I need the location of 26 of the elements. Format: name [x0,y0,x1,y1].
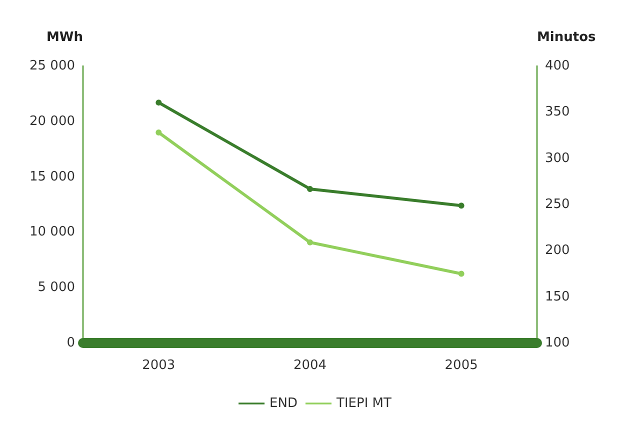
y2-tick-label: 100 [545,336,570,350]
x-tick-label: 2003 [142,358,176,373]
legend-label: END [270,396,298,411]
y2-tick-label: 350 [545,104,570,120]
y-tick-label: 5 000 [38,280,75,296]
point [307,186,313,192]
x-tick-label: 2005 [444,358,478,373]
point [458,270,464,277]
point [156,100,162,106]
y2-tick-label: 250 [545,197,570,212]
y2-tick-label: 150 [545,289,570,304]
legend-label: TIEPI MT [336,396,392,411]
x-tick-label: 2004 [293,358,327,373]
point [307,239,313,246]
y-tick-label: 0 [66,336,75,350]
y-axis-title: MWh [46,30,83,45]
y2-tick-label: 200 [545,243,570,258]
point [156,129,162,136]
y-tick-label: 10 000 [30,224,75,240]
y-tick-label: 20 000 [30,114,75,129]
y-tick-label: 25 000 [30,58,75,74]
y2-tick-label: 300 [545,150,570,166]
y2-axis-title: Minutos [537,30,596,45]
point [458,202,464,209]
y2-tick-label: 400 [545,58,570,74]
y-tick-label: 15 000 [30,169,75,184]
